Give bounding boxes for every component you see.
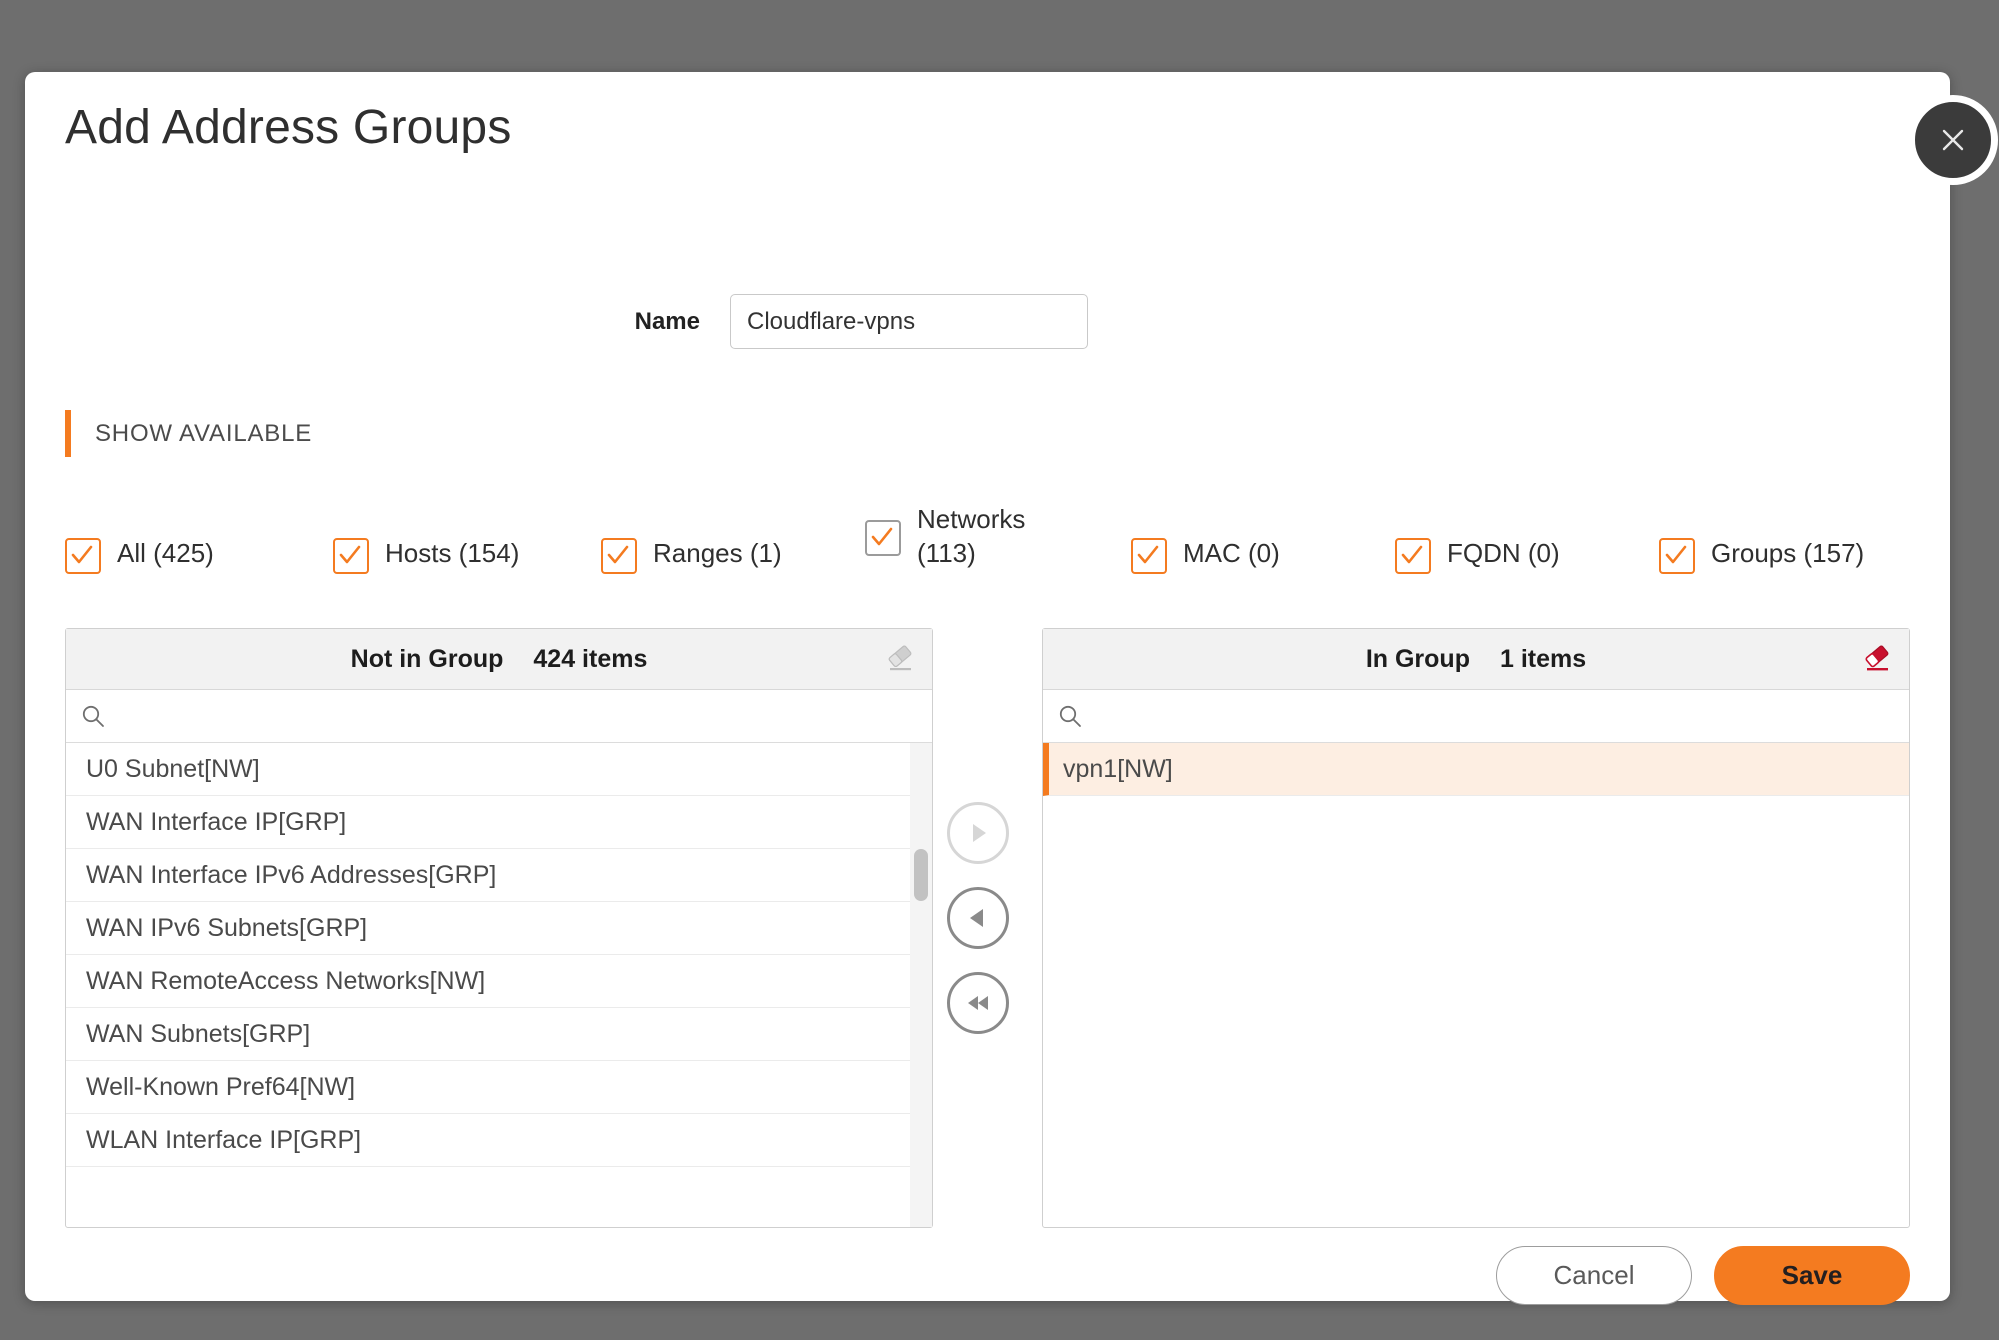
- in-group-list: vpn1[NW]: [1043, 743, 1909, 1227]
- not-in-group-list: U0 Subnet[NW] WAN Interface IP[GRP] WAN …: [66, 743, 932, 1227]
- move-right-button[interactable]: [947, 802, 1009, 864]
- in-group-title: In Group: [1365, 644, 1470, 673]
- in-group-header: In Group 1 items: [1043, 629, 1909, 690]
- clear-not-in-group-eraser-icon[interactable]: [882, 641, 918, 677]
- move-all-left-button[interactable]: [947, 972, 1009, 1034]
- check-icon: [1665, 545, 1687, 564]
- list-item[interactable]: WAN IPv6 Subnets[GRP]: [66, 902, 932, 955]
- checkbox-all[interactable]: [65, 538, 101, 574]
- section-accent-bar: [65, 410, 71, 457]
- filter-label-groups: Groups (157): [1711, 538, 1865, 568]
- checkbox-networks[interactable]: [865, 520, 901, 556]
- not-in-group-scrollbar[interactable]: [910, 743, 932, 1227]
- add-address-groups-dialog: Add Address Groups Name SHOW AVAILABLE A…: [25, 72, 1950, 1305]
- dialog-footer: Cancel Save: [1496, 1246, 1910, 1305]
- not-in-group-panel: Not in Group 424 items: [65, 628, 933, 1228]
- filter-ranges[interactable]: Ranges (1): [601, 520, 782, 574]
- filter-groups[interactable]: Groups (157): [1659, 520, 1864, 574]
- name-input[interactable]: [730, 294, 1088, 349]
- not-in-group-search-row[interactable]: [66, 690, 932, 743]
- check-icon: [1137, 545, 1159, 564]
- checkbox-mac[interactable]: [1131, 538, 1167, 574]
- cancel-button[interactable]: Cancel: [1496, 1246, 1692, 1305]
- in-group-count: 1 items: [1499, 644, 1587, 673]
- list-item[interactable]: WAN Interface IPv6 Addresses[GRP]: [66, 849, 932, 902]
- name-field-row: Name: [25, 294, 1950, 349]
- filter-fqdn[interactable]: FQDN (0): [1395, 520, 1560, 574]
- check-icon: [1401, 545, 1423, 564]
- close-dialog-button[interactable]: [1908, 95, 1998, 185]
- scrollbar-thumb[interactable]: [914, 849, 928, 901]
- not-in-group-count: 424 items: [533, 644, 648, 673]
- list-item[interactable]: U0 Subnet[NW]: [66, 743, 932, 796]
- section-title: SHOW AVAILABLE: [95, 419, 313, 447]
- filter-label-fqdn: FQDN (0): [1447, 538, 1560, 568]
- close-icon: [1942, 129, 1964, 151]
- in-group-panel: In Group 1 items: [1042, 628, 1910, 1228]
- list-item[interactable]: WAN Subnets[GRP]: [66, 1008, 932, 1061]
- checkbox-groups[interactable]: [1659, 538, 1695, 574]
- save-button[interactable]: Save: [1714, 1246, 1910, 1305]
- show-available-section-header: SHOW AVAILABLE: [65, 410, 312, 457]
- list-item[interactable]: WLAN Interface IP[GRP]: [66, 1114, 932, 1167]
- check-icon: [339, 545, 361, 564]
- check-icon: [71, 545, 93, 564]
- filter-label-all: All (425): [117, 538, 214, 568]
- type-filter-row: All (425) Hosts (154) Ranges (1): [65, 504, 1910, 590]
- list-item[interactable]: WAN RemoteAccess Networks[NW]: [66, 955, 932, 1008]
- move-left-button[interactable]: [947, 887, 1009, 949]
- search-icon: [80, 703, 106, 729]
- filter-networks[interactable]: Networks (113): [865, 500, 1037, 570]
- check-icon: [871, 527, 893, 546]
- page-title: Add Address Groups: [65, 101, 512, 154]
- arrow-left-icon: [970, 909, 983, 927]
- not-in-group-header: Not in Group 424 items: [66, 629, 932, 690]
- not-in-group-title: Not in Group: [350, 644, 504, 673]
- list-item[interactable]: vpn1[NW]: [1043, 743, 1909, 796]
- double-arrow-left-icon: [968, 996, 988, 1010]
- list-item[interactable]: Well-Known Pref64[NW]: [66, 1061, 932, 1114]
- filter-label-ranges: Ranges (1): [653, 538, 782, 568]
- arrow-right-icon: [973, 824, 986, 842]
- filter-label-mac: MAC (0): [1183, 538, 1280, 568]
- search-icon: [1057, 703, 1083, 729]
- name-label: Name: [634, 307, 700, 335]
- in-group-search-input[interactable]: [1093, 702, 1895, 730]
- checkbox-ranges[interactable]: [601, 538, 637, 574]
- filter-hosts[interactable]: Hosts (154): [333, 520, 519, 574]
- checkbox-fqdn[interactable]: [1395, 538, 1431, 574]
- not-in-group-search-input[interactable]: [116, 702, 918, 730]
- filter-label-hosts: Hosts (154): [385, 538, 520, 568]
- filter-mac[interactable]: MAC (0): [1131, 520, 1280, 574]
- in-group-search-row[interactable]: [1043, 690, 1909, 743]
- filter-all[interactable]: All (425): [65, 520, 214, 574]
- clear-in-group-eraser-icon[interactable]: [1859, 641, 1895, 677]
- list-item[interactable]: WAN Interface IP[GRP]: [66, 796, 932, 849]
- transfer-controls: [947, 802, 1017, 1057]
- check-icon: [607, 545, 629, 564]
- filter-label-networks: Networks (113): [917, 504, 1026, 568]
- checkbox-hosts[interactable]: [333, 538, 369, 574]
